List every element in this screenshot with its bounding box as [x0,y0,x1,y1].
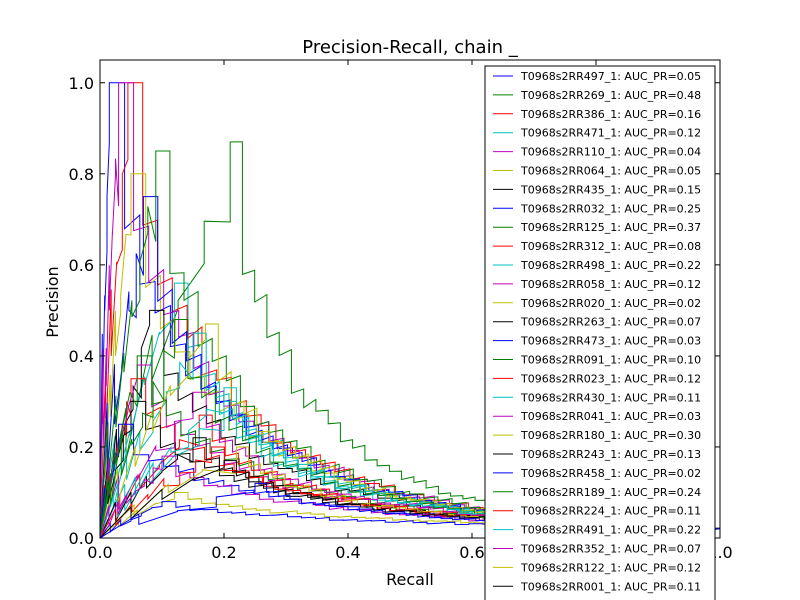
legend-label: T0968s2RR020_1: AUC_PR=0.02 [520,297,701,310]
legend-entry: T0968s2RR110_1: AUC_PR=0.04 [493,146,701,159]
y-tick-label: 0.8 [69,165,94,184]
legend-label: T0968s2RR471_1: AUC_PR=0.12 [520,127,701,140]
legend-label: T0968s2RR263_1: AUC_PR=0.07 [520,316,701,329]
legend-label: T0968s2RR435_1: AUC_PR=0.15 [520,183,701,196]
plot-frame [99,59,721,539]
legend-label: T0968s2RR498_1: AUC_PR=0.22 [520,259,701,272]
legend-label: T0968s2RR497_1: AUC_PR=0.05 [520,70,701,83]
legend-label: T0968s2RR041_1: AUC_PR=0.03 [520,410,701,423]
legend-label: T0968s2RR352_1: AUC_PR=0.07 [520,543,701,556]
legend-entry: T0968s2RR498_1: AUC_PR=0.22 [493,259,701,272]
legend-entry: T0968s2RR189_1: AUC_PR=0.24 [493,486,701,499]
legend-entry: T0968s2RR352_1: AUC_PR=0.07 [493,543,701,556]
legend-label: T0968s2RR458_1: AUC_PR=0.02 [520,467,701,480]
legend-label: T0968s2RR091_1: AUC_PR=0.10 [520,354,701,367]
legend-entry: T0968s2RR312_1: AUC_PR=0.08 [493,240,701,253]
x-tick-label: 0.6 [459,543,484,562]
legend-entry: T0968s2RR243_1: AUC_PR=0.13 [493,448,701,461]
legend-entry: T0968s2RR473_1: AUC_PR=0.03 [493,335,701,348]
y-tick-label: 0.0 [69,529,94,548]
legend-box [484,65,716,600]
y-tick-label: 0.4 [69,347,94,366]
chart-title: Precision-Recall, chain _ [302,37,518,58]
legend-label: T0968s2RR189_1: AUC_PR=0.24 [520,486,701,499]
y-tick-label: 0.2 [69,438,94,457]
y-tick-label: 0.6 [69,256,94,275]
legend-entry: T0968s2RR269_1: AUC_PR=0.48 [493,89,701,102]
legend-label: T0968s2RR473_1: AUC_PR=0.03 [520,335,701,348]
legend-entry: T0968s2RR435_1: AUC_PR=0.15 [493,183,701,196]
legend-entry: T0968s2RR224_1: AUC_PR=0.11 [493,505,701,518]
legend-entry: T0968s2RR471_1: AUC_PR=0.12 [493,127,701,140]
legend-entry: T0968s2RR032_1: AUC_PR=0.25 [493,202,701,215]
legend-entry: T0968s2RR058_1: AUC_PR=0.12 [493,278,701,291]
y-axis-label: Precision [43,266,62,337]
legend-entry: T0968s2RR023_1: AUC_PR=0.12 [493,372,701,385]
legend-label: T0968s2RR386_1: AUC_PR=0.16 [520,108,701,121]
legend-entry: T0968s2RR263_1: AUC_PR=0.07 [493,316,701,329]
x-tick-label: 0.0 [87,543,112,562]
legend-entry: T0968s2RR020_1: AUC_PR=0.02 [493,297,701,310]
legend-label: T0968s2RR312_1: AUC_PR=0.08 [520,240,701,253]
legend-label: T0968s2RR023_1: AUC_PR=0.12 [520,372,701,385]
legend-label: T0968s2RR269_1: AUC_PR=0.48 [520,89,701,102]
legend-label: T0968s2RR224_1: AUC_PR=0.11 [520,505,701,518]
legend-entry: T0968s2RR430_1: AUC_PR=0.11 [493,391,701,404]
legend-label: T0968s2RR180_1: AUC_PR=0.30 [520,429,701,442]
legend-label: T0968s2RR064_1: AUC_PR=0.05 [520,165,701,178]
legend-label: T0968s2RR110_1: AUC_PR=0.04 [520,146,701,159]
legend-entry: T0968s2RR386_1: AUC_PR=0.16 [493,108,701,121]
x-axis-label: Recall [386,570,434,589]
legend-label: T0968s2RR125_1: AUC_PR=0.37 [520,221,701,234]
legend-label: T0968s2RR491_1: AUC_PR=0.22 [520,524,701,537]
legend-entry: T0968s2RR091_1: AUC_PR=0.10 [493,354,701,367]
legend-entry: T0968s2RR122_1: AUC_PR=0.12 [493,561,701,574]
legend-label: T0968s2RR001_1: AUC_PR=0.11 [520,580,701,593]
legend-entry: T0968s2RR041_1: AUC_PR=0.03 [493,410,701,423]
legend-label: T0968s2RR430_1: AUC_PR=0.11 [520,391,701,404]
legend-label: T0968s2RR032_1: AUC_PR=0.25 [520,202,701,215]
legend-entry: T0968s2RR458_1: AUC_PR=0.02 [493,467,701,480]
legend-label: T0968s2RR058_1: AUC_PR=0.12 [520,278,701,291]
legend-entry: T0968s2RR001_1: AUC_PR=0.11 [493,580,701,593]
legend-entry: T0968s2RR064_1: AUC_PR=0.05 [493,165,701,178]
legend-entry: T0968s2RR180_1: AUC_PR=0.30 [493,429,701,442]
y-tick-label: 1.0 [69,74,94,93]
legend-entry: T0968s2RR125_1: AUC_PR=0.37 [493,221,701,234]
legend-label: T0968s2RR122_1: AUC_PR=0.12 [520,561,701,574]
legend-entry: T0968s2RR491_1: AUC_PR=0.22 [493,524,701,537]
x-tick-label: 0.2 [211,543,236,562]
legend-entry: T0968s2RR497_1: AUC_PR=0.05 [493,70,701,83]
legend-label: T0968s2RR243_1: AUC_PR=0.13 [520,448,701,461]
legend: T0968s2RR497_1: AUC_PR=0.05 T0968s2RR269_… [484,65,716,600]
x-tick-label: 0.4 [335,543,360,562]
